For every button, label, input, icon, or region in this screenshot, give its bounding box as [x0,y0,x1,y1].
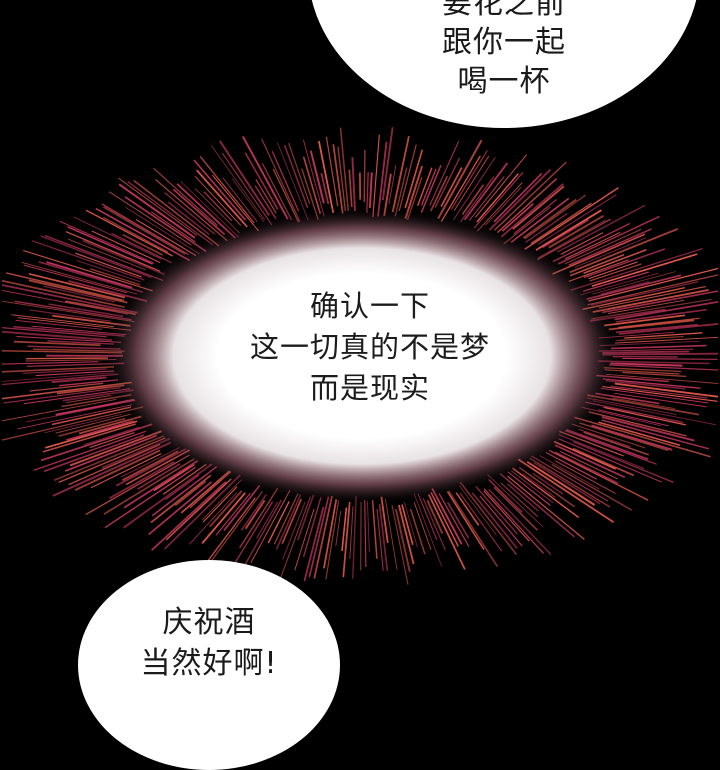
burst-ray [622,358,717,359]
burst-text: 确认一下 这一切真的不是梦 而是现实 [170,286,570,409]
burst-line: 确认一下 [170,286,570,327]
burst-ray [26,358,108,359]
speech-line: 庆祝酒 [78,602,340,643]
burst-ray [104,207,186,254]
burst-ray [377,509,383,570]
burst-ray [589,269,719,302]
burst-ray [373,135,379,217]
burst-ray [364,150,365,202]
burst-ray [373,500,377,559]
speech-bubble-bottom-text: 庆祝酒 当然好啊! [78,602,340,684]
burst-ray [350,506,353,559]
burst-ray [615,393,707,407]
burst-ray [243,137,288,220]
burst-ray [367,501,369,552]
burst-ray [592,254,697,286]
burst-ray [451,150,487,209]
burst-ray [365,500,366,567]
burst-ray [6,273,124,301]
burst-ray [319,141,333,213]
burst-ray [274,494,298,545]
speech-line: 当然好啊! [78,643,340,684]
burst-ray [119,184,195,238]
burst-ray [2,362,99,364]
burst-ray [245,153,278,210]
burst-ray [44,286,116,302]
burst-ray [370,173,372,208]
burst-line: 而是现实 [170,368,570,409]
burst-ray [477,174,518,222]
burst-ray [611,346,706,349]
comic-panel: 要花之前 跟你一起 喝一杯 确认一下 这一切真的不是梦 而是现实 庆祝酒 当然好… [0,0,720,700]
burst-ray [309,497,328,578]
burst-ray [393,136,409,212]
burst-ray [175,481,205,505]
burst-ray [612,398,675,409]
burst-ray [349,170,352,207]
burst-ray [326,137,337,206]
burst-line: 这一切真的不是梦 [170,327,570,368]
burst-ray [66,421,133,440]
burst-ray [525,214,567,243]
burst-ray [352,157,355,211]
